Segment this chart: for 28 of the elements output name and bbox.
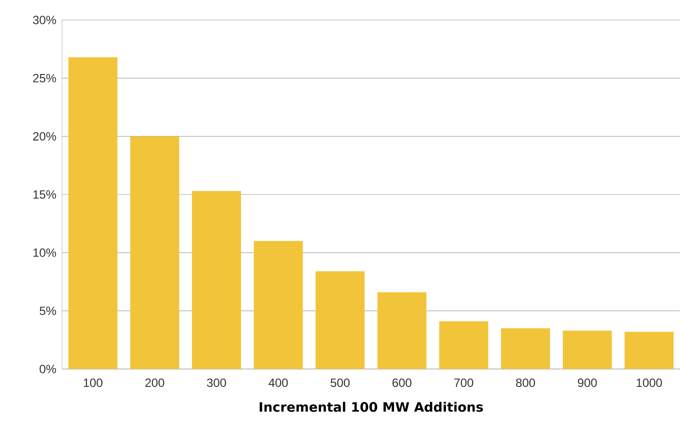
bar (316, 271, 365, 369)
bar (192, 191, 241, 369)
x-tick-label: 500 (330, 378, 350, 387)
y-tick-label: 25% (33, 74, 56, 82)
x-axis-title: Incremental 100 MW Additions (260, 402, 483, 412)
y-tick-label: 5% (40, 306, 56, 316)
y-tick-label: 0% (40, 364, 56, 374)
x-tick-label: 100 (84, 378, 102, 387)
bar (68, 57, 118, 369)
y-tick-label: 30% (33, 16, 56, 24)
bar (130, 136, 180, 369)
x-tick-label: 400 (268, 378, 288, 387)
x-tick-label: 1000 (636, 378, 662, 387)
x-tick-label: 700 (454, 378, 474, 387)
bar (562, 330, 612, 369)
bar (377, 292, 426, 369)
x-tick-label: 600 (392, 378, 412, 387)
x-tick-label: 200 (145, 378, 164, 387)
bar (501, 328, 550, 369)
x-tick-label: 900 (578, 378, 597, 387)
bar (439, 321, 488, 369)
bar (624, 332, 674, 369)
y-tick-label: 10% (33, 248, 56, 257)
x-tick-label: 800 (516, 378, 536, 387)
x-tick-label: 300 (206, 378, 226, 387)
y-tick-label: 20% (33, 132, 56, 141)
bar (254, 241, 303, 369)
y-tick-label: 15% (33, 190, 56, 199)
